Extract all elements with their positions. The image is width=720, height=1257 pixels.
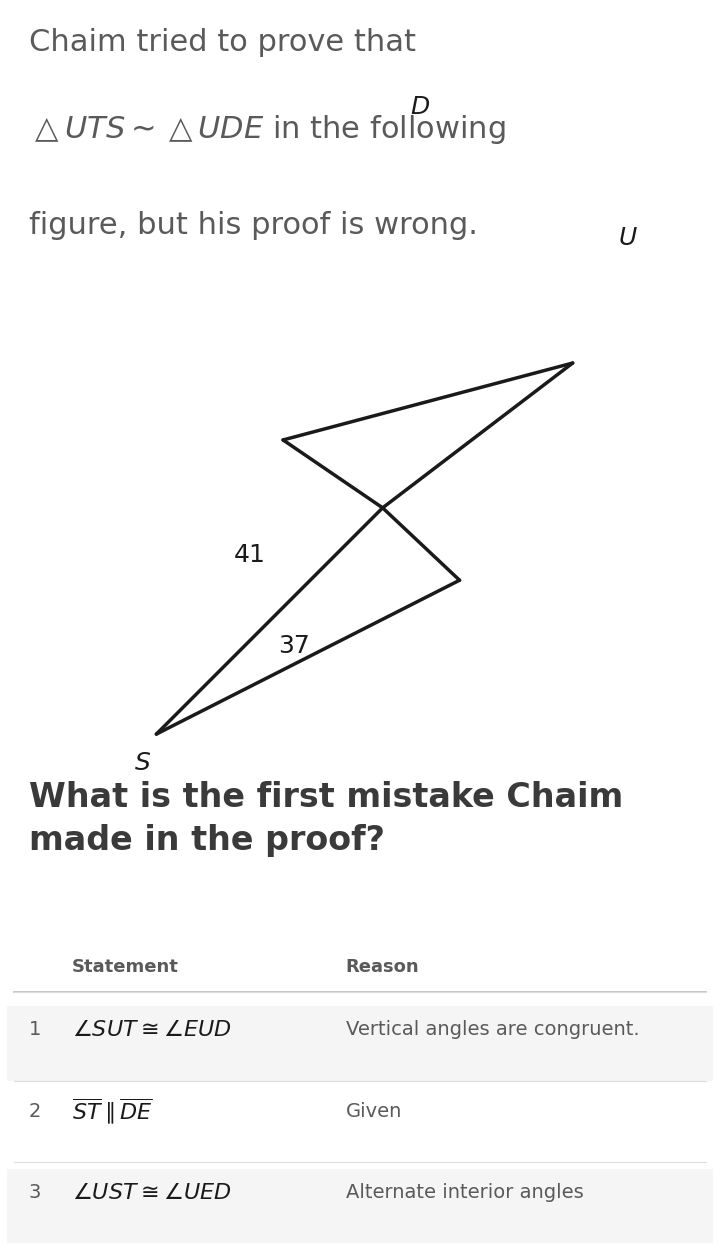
- Text: What is the first mistake Chaim
made in the proof?: What is the first mistake Chaim made in …: [29, 781, 623, 857]
- FancyBboxPatch shape: [7, 1006, 713, 1081]
- Text: 2: 2: [29, 1101, 41, 1120]
- Text: $U$: $U$: [618, 228, 638, 250]
- Text: Statement: Statement: [72, 958, 179, 977]
- Text: $\angle \mathit{UST} \cong \angle \mathit{UED}$: $\angle \mathit{UST} \cong \angle \mathi…: [72, 1182, 232, 1203]
- Text: Vertical angles are congruent.: Vertical angles are congruent.: [346, 1021, 639, 1040]
- Text: Reason: Reason: [346, 958, 419, 977]
- Text: $D$: $D$: [410, 96, 430, 119]
- Text: Chaim tried to prove that: Chaim tried to prove that: [29, 28, 416, 57]
- Text: 1: 1: [29, 1021, 41, 1040]
- FancyBboxPatch shape: [7, 1087, 713, 1161]
- Text: $\triangle \mathit{UTS} \sim \triangle \mathit{UDE}$ in the following: $\triangle \mathit{UTS} \sim \triangle \…: [29, 113, 505, 146]
- Text: 41: 41: [233, 543, 265, 567]
- Text: Given: Given: [346, 1101, 402, 1120]
- Text: $\angle \mathit{SUT} \cong \angle \mathit{EUD}$: $\angle \mathit{SUT} \cong \angle \mathi…: [72, 1018, 232, 1041]
- Text: 37: 37: [279, 634, 310, 657]
- FancyBboxPatch shape: [7, 1169, 713, 1243]
- Text: figure, but his proof is wrong.: figure, but his proof is wrong.: [29, 211, 477, 240]
- Text: 3: 3: [29, 1183, 41, 1202]
- Text: $\overline{\mathit{ST}} \parallel \overline{\mathit{DE}}$: $\overline{\mathit{ST}} \parallel \overl…: [72, 1096, 153, 1126]
- Text: $S$: $S$: [134, 752, 150, 776]
- Text: Alternate interior angles: Alternate interior angles: [346, 1183, 583, 1202]
